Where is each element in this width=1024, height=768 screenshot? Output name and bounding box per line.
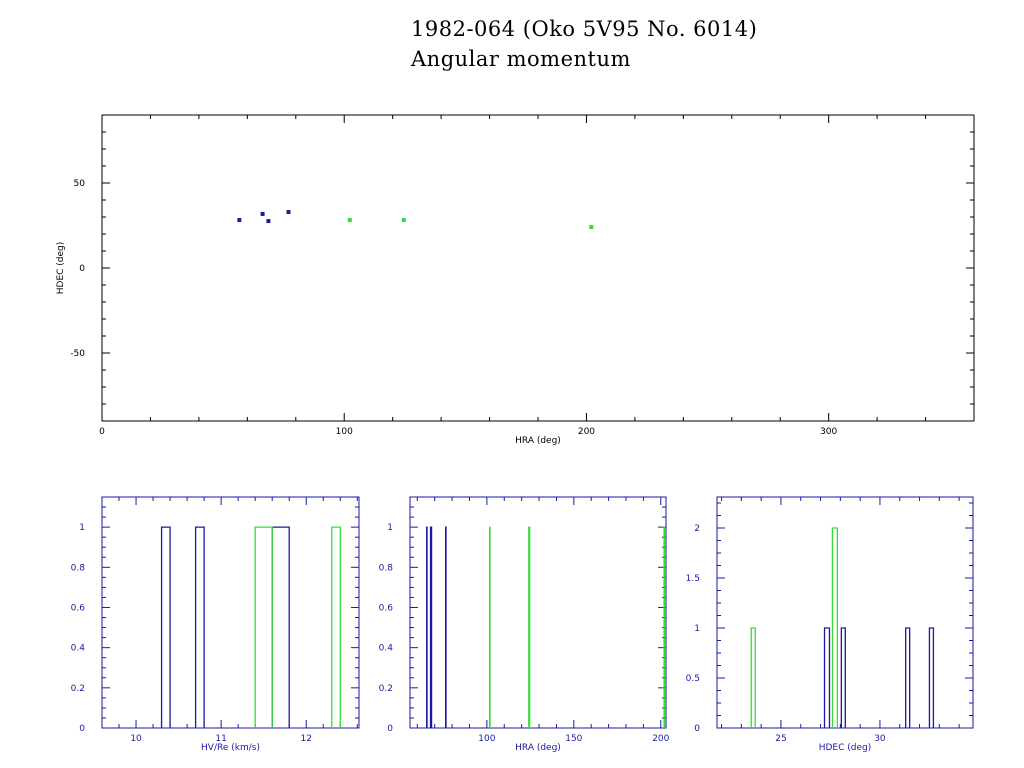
x-axis-label: HV/Re (km/s)	[201, 743, 260, 753]
x-tick-label: 10	[130, 734, 142, 744]
chart-title: 1982-064 (Oko 5V95 No. 6014)	[411, 17, 758, 41]
x-tick-label: 25	[775, 734, 786, 744]
x-axis-label: HDEC (deg)	[819, 743, 872, 753]
histogram-bar	[160, 526, 171, 728]
y-tick-label: -50	[70, 349, 85, 359]
series-blue	[160, 526, 290, 728]
y-tick-label: 0.5	[686, 674, 700, 684]
y-tick-label: 0.8	[379, 563, 394, 573]
data-point	[260, 211, 265, 216]
histogram-bar	[905, 627, 911, 728]
y-tick-label: 50	[74, 179, 86, 189]
plot-3: 100 150 200 0 0.2 0.4 0.6 0.8 1 HRA (deg)	[379, 496, 670, 753]
x-tick-label: 200	[652, 734, 669, 744]
histogram-bar	[840, 627, 846, 728]
x-axis-label: HRA (deg)	[515, 743, 561, 753]
plot-1: 0 100 200 300 -50 0 50 HRA (deg) HDEC (deg)	[56, 114, 975, 446]
x-tick-label: 11	[215, 734, 226, 744]
x-tick-label: 300	[820, 427, 837, 437]
x-tick-label: 100	[336, 427, 353, 437]
series-green	[750, 527, 839, 728]
y-axis-label: HDEC (deg)	[56, 242, 66, 295]
histogram-bar	[331, 526, 341, 728]
y-tick-label: 0.4	[71, 644, 86, 654]
data-point	[266, 219, 271, 224]
chart-subtitle: Angular momentum	[411, 47, 631, 71]
series-green	[254, 526, 341, 728]
y-tick-label: 0	[694, 724, 700, 734]
data-point	[286, 210, 291, 215]
x-tick-label: 30	[874, 734, 886, 744]
histogram-bar	[271, 526, 290, 728]
series-green	[347, 218, 594, 230]
y-tick-label: 0	[79, 264, 85, 274]
y-tick-label: 0.2	[71, 684, 85, 694]
histogram-bar	[254, 526, 273, 728]
plot-2: 10 11 12 0 0.2 0.4 0.6 0.8 1 HV/Re (km/s)	[71, 496, 360, 753]
x-tick-label: 150	[565, 734, 582, 744]
histogram-bar	[928, 627, 935, 728]
histogram-bar	[429, 526, 433, 728]
y-tick-label: 1	[387, 523, 393, 533]
data-point	[589, 225, 594, 230]
series-blue	[426, 526, 447, 728]
series-green	[489, 526, 666, 728]
y-tick-label: 2	[694, 524, 700, 534]
plot-frame	[101, 114, 975, 422]
histogram-bar	[831, 527, 839, 728]
y-tick-label: 0.4	[379, 644, 394, 654]
histogram-bar	[823, 627, 831, 728]
x-tick-label: 0	[99, 427, 105, 437]
data-point	[401, 218, 406, 223]
plot-4: 25 30 0 0.5 1 1.5 2 HDEC (deg)	[686, 496, 974, 753]
plot-frame	[101, 496, 360, 729]
y-tick-label: 0.6	[379, 603, 394, 613]
data-point	[237, 218, 242, 223]
histogram-bar	[750, 627, 756, 728]
y-tick-label: 0	[387, 724, 393, 734]
x-tick-label: 12	[301, 734, 312, 744]
y-tick-label: 1.5	[686, 574, 700, 584]
y-tick-label: 1	[79, 523, 85, 533]
y-tick-label: 0.2	[379, 684, 393, 694]
y-tick-label: 0	[79, 724, 85, 734]
y-tick-label: 0.8	[71, 563, 86, 573]
plot-frame	[409, 496, 667, 729]
x-tick-label: 100	[478, 734, 495, 744]
histogram-bar	[528, 526, 531, 728]
y-tick-label: 0.6	[71, 603, 86, 613]
data-point	[347, 218, 352, 223]
series-blue	[237, 210, 291, 224]
y-tick-label: 1	[694, 624, 700, 634]
x-tick-label: 200	[578, 427, 595, 437]
x-axis-label: HRA (deg)	[515, 436, 561, 446]
series-blue	[823, 627, 935, 728]
histogram-bar	[194, 526, 205, 728]
